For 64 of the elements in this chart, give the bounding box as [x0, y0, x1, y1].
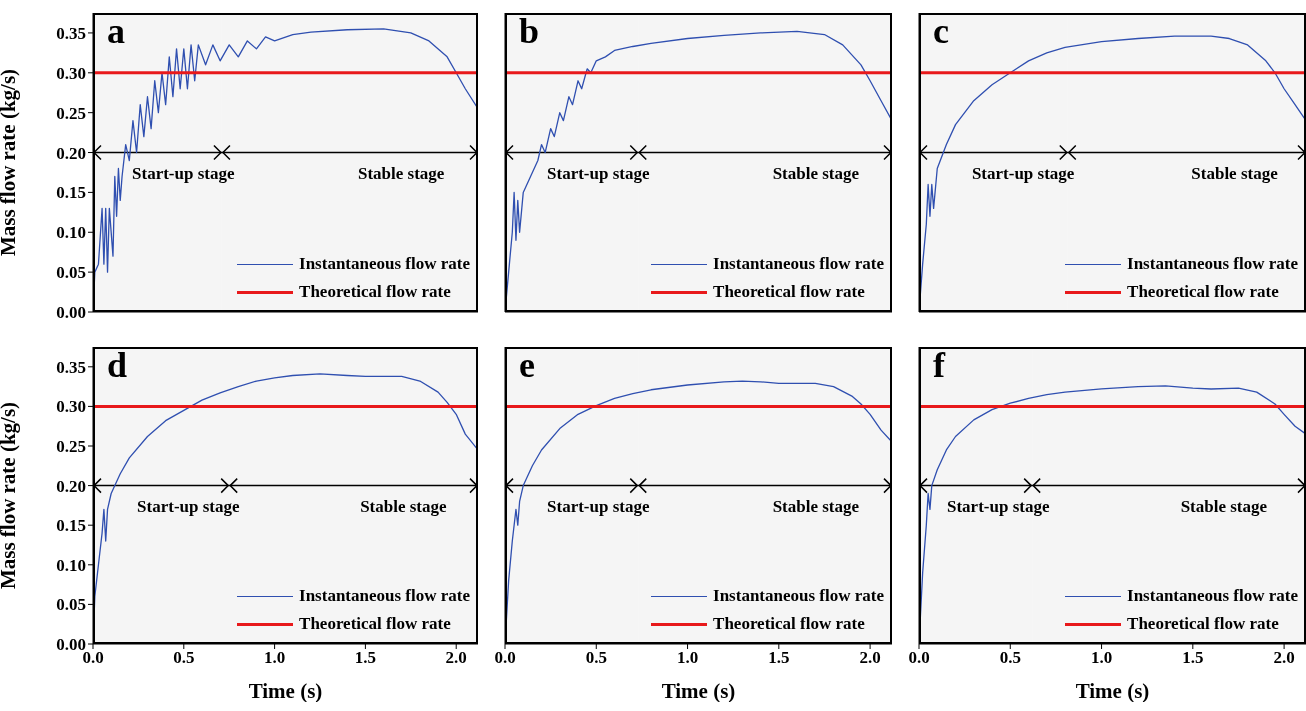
- y-tick-label: 0.15: [56, 516, 86, 536]
- band-label: Stable stage: [772, 163, 860, 183]
- x-tick-label: 1.5: [354, 648, 377, 668]
- legend-label: Theoretical flow rate: [713, 614, 865, 634]
- band-label: Stable stage: [357, 163, 445, 183]
- legend-label: Instantaneous flow rate: [713, 254, 884, 274]
- y-tick-label: 0.15: [56, 183, 86, 203]
- legend-label: Instantaneous flow rate: [299, 254, 470, 274]
- band-label: Start-up stage: [132, 163, 235, 183]
- y-tick-label: 0.20: [56, 476, 86, 496]
- chart-title: d: [107, 344, 128, 387]
- legend-label: Instantaneous flow rate: [299, 586, 470, 606]
- x-axis-title: Time (s): [1075, 679, 1150, 703]
- band-label: Stable stage: [1180, 496, 1268, 516]
- chart-title: f: [933, 344, 945, 387]
- legend-label: Theoretical flow rate: [299, 282, 451, 302]
- x-tick-label: 0.5: [999, 648, 1021, 668]
- band-label: Stable stage: [1191, 163, 1279, 183]
- legend-label: Instantaneous flow rate: [1127, 254, 1298, 274]
- x-tick-label: 0.0: [908, 648, 930, 668]
- legend-label: Theoretical flow rate: [1127, 282, 1279, 302]
- legend-label: Instantaneous flow rate: [713, 586, 884, 606]
- chart-title: b: [519, 10, 540, 53]
- y-tick-label: 0.35: [56, 357, 86, 377]
- x-tick-label: 1.5: [1182, 648, 1204, 668]
- band-label: Start-up stage: [547, 496, 650, 516]
- y-tick-label: 0.00: [56, 303, 86, 323]
- band-label: Stable stage: [772, 496, 860, 516]
- x-tick-label: 1.0: [676, 648, 699, 668]
- y-tick-label: 0.25: [56, 103, 86, 123]
- x-axis-title: Time (s): [661, 679, 736, 703]
- y-tick-label: 0.10: [56, 223, 86, 243]
- y-tick-label: 0.10: [56, 555, 86, 575]
- band-label: Start-up stage: [547, 163, 650, 183]
- x-tick-label: 2.0: [859, 648, 881, 668]
- legend-label: Theoretical flow rate: [713, 282, 865, 302]
- band-label: Stable stage: [360, 496, 448, 516]
- band-label: Start-up stage: [971, 163, 1075, 183]
- x-tick-label: 2.0: [445, 648, 467, 668]
- x-tick-label: 2.0: [1273, 648, 1295, 668]
- x-tick-label: 1.5: [768, 648, 790, 668]
- x-tick-label: 0.5: [173, 648, 195, 668]
- y-tick-label: 0.30: [56, 397, 86, 417]
- y-axis-title: Mass flow rate (kg/s): [0, 68, 21, 257]
- x-tick-label: 0.0: [494, 648, 516, 668]
- x-tick-label: 1.0: [1090, 648, 1113, 668]
- chart-title: c: [933, 10, 949, 53]
- y-axis-title: Mass flow rate (kg/s): [0, 401, 21, 590]
- y-tick-label: 0.20: [56, 143, 86, 163]
- y-tick-label: 0.05: [56, 595, 86, 615]
- x-tick-label: 0.5: [585, 648, 607, 668]
- band-label: Start-up stage: [946, 496, 1050, 516]
- legend-label: Instantaneous flow rate: [1127, 586, 1298, 606]
- y-tick-label: 0.25: [56, 437, 86, 457]
- x-tick-label: 1.0: [263, 648, 286, 668]
- chart-title: a: [107, 10, 125, 53]
- legend-label: Theoretical flow rate: [299, 614, 451, 634]
- y-tick-label: 0.35: [56, 23, 86, 43]
- y-tick-label: 0.30: [56, 63, 86, 83]
- y-tick-label: 0.05: [56, 263, 86, 283]
- band-label: Start-up stage: [137, 496, 241, 516]
- legend-label: Theoretical flow rate: [1127, 614, 1279, 634]
- x-axis-title: Time (s): [248, 679, 323, 703]
- chart-title: e: [519, 344, 535, 387]
